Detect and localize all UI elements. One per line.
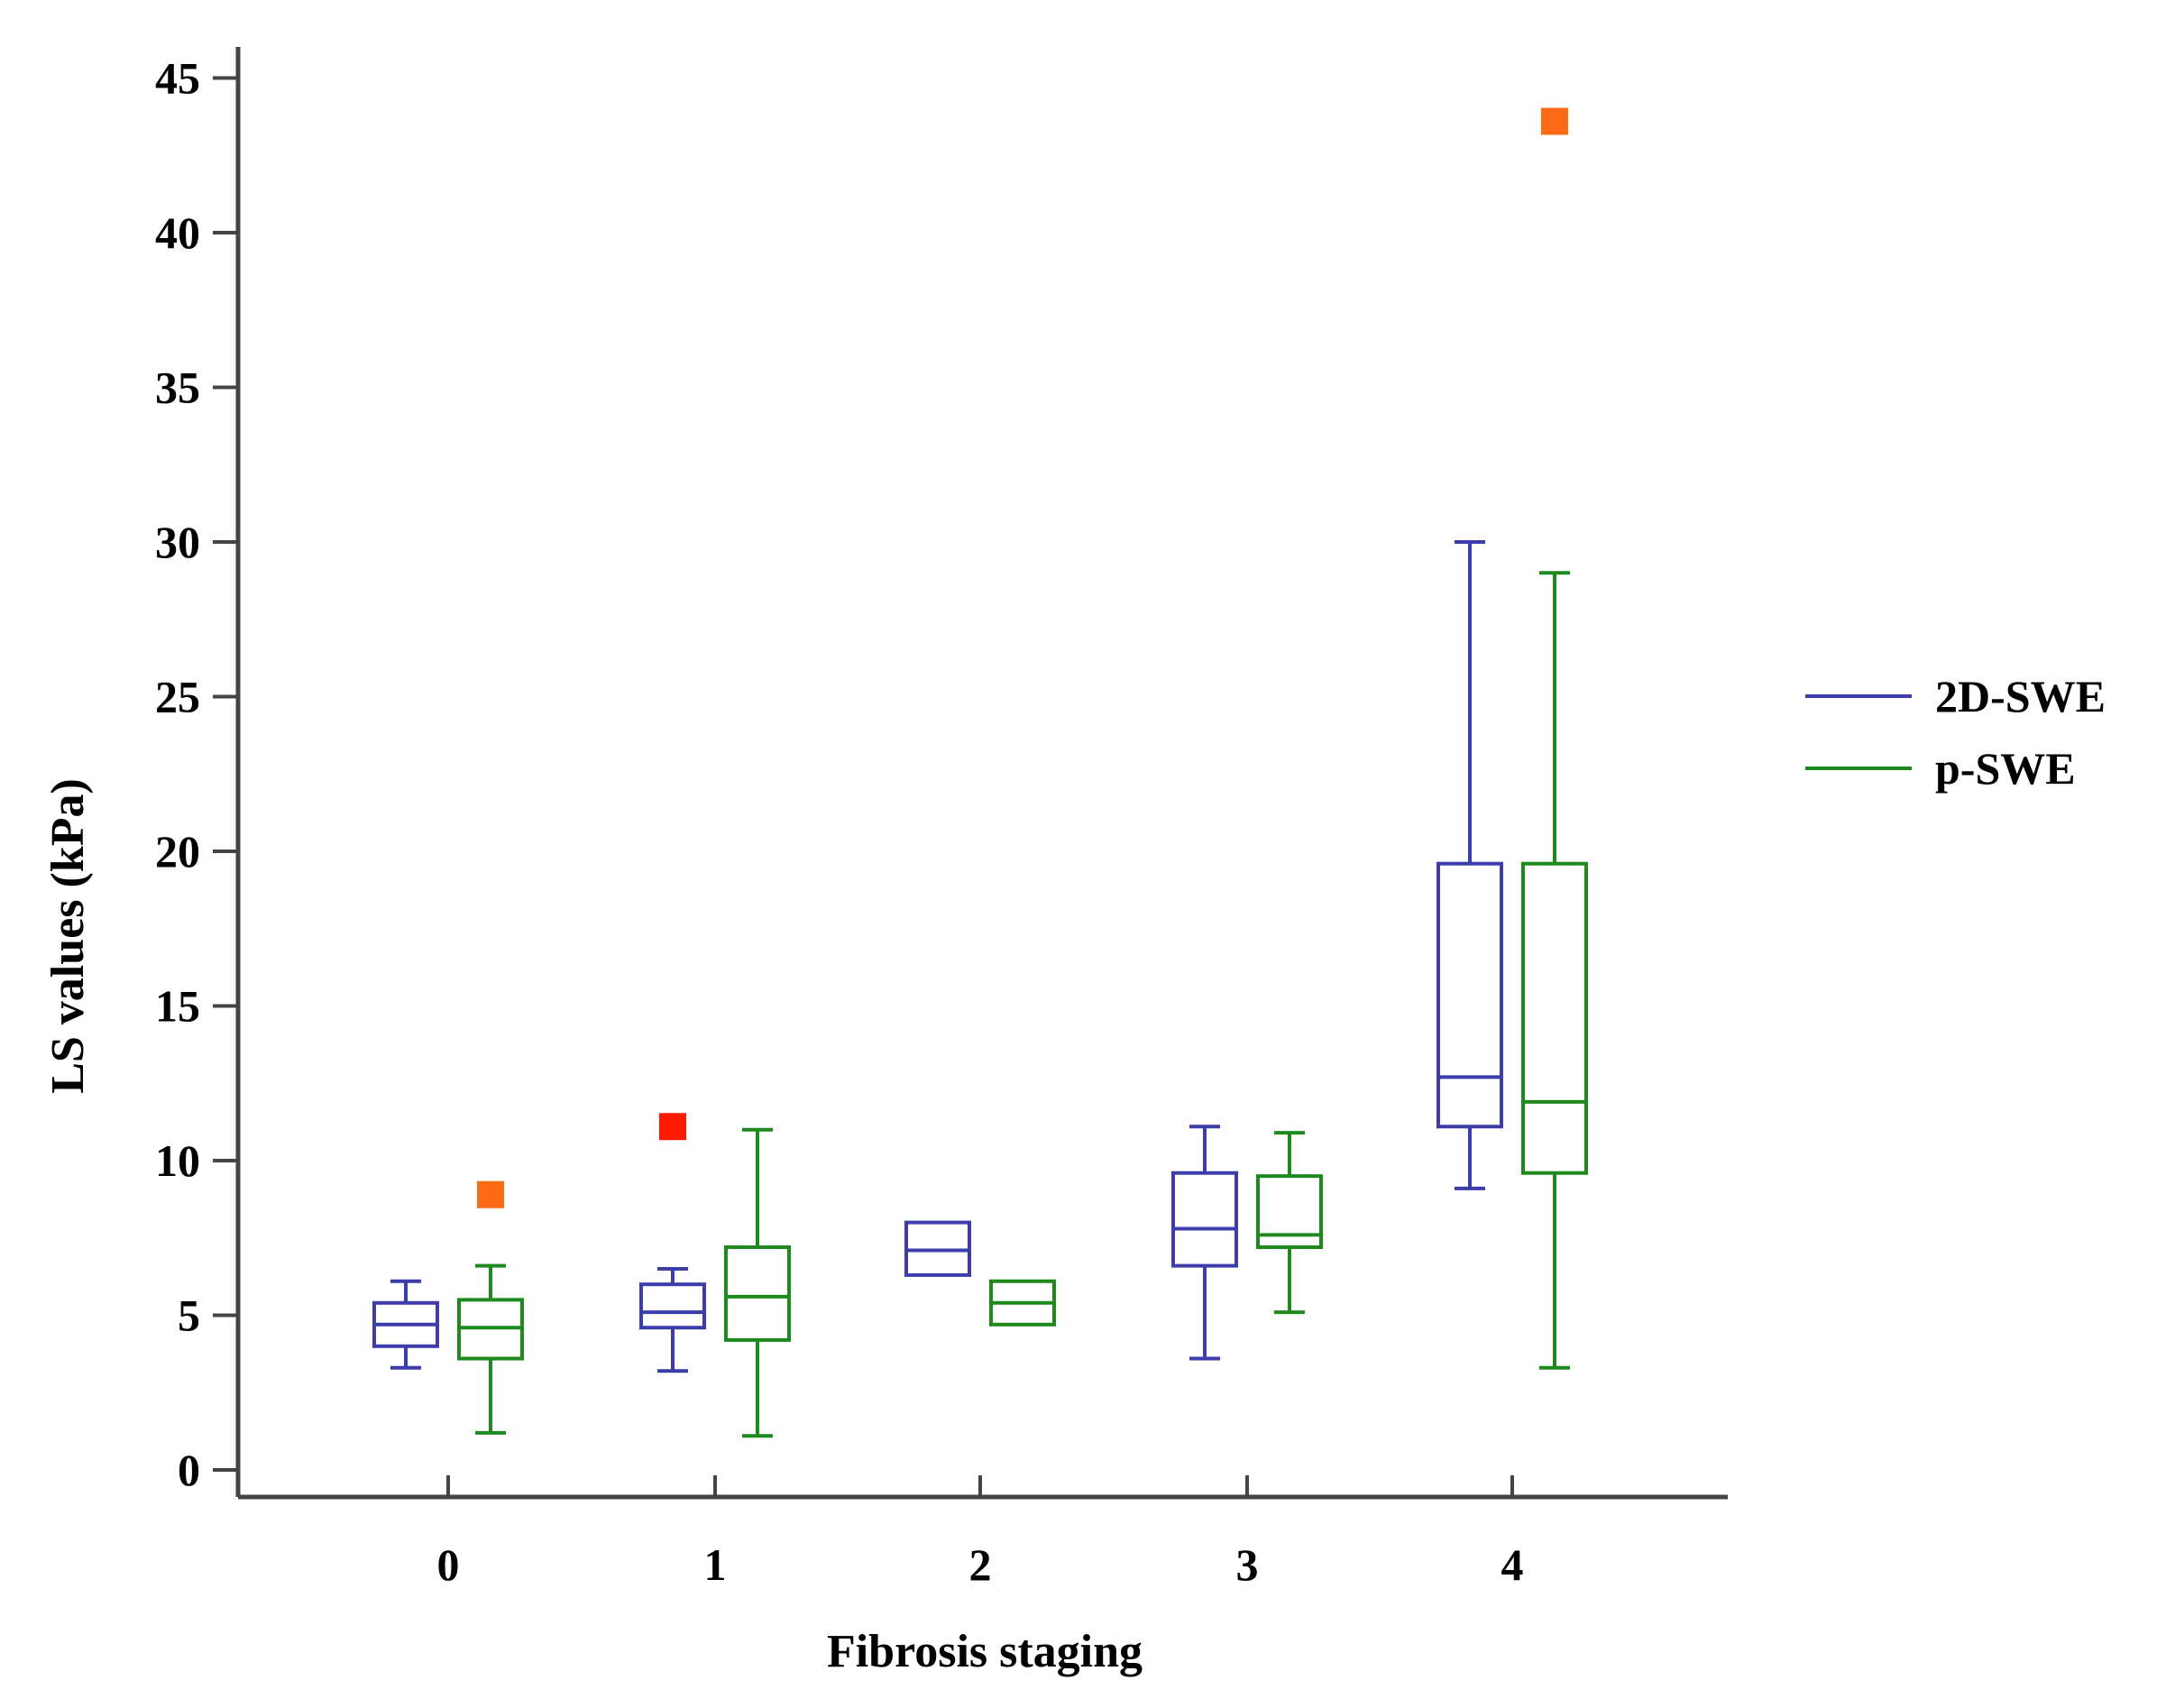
- legend-label: 2D-SWE: [1935, 671, 2106, 721]
- outlier-point: [659, 1113, 686, 1141]
- x-axis: 0 1 2 3 4: [238, 1475, 1728, 1590]
- box-2: [989, 1279, 1056, 1327]
- x-tick-label: 2: [969, 1539, 992, 1590]
- y-tick-label: 45: [155, 53, 200, 104]
- box-0: [457, 1263, 524, 1435]
- y-tick-label: 30: [155, 517, 200, 567]
- box-3: [1171, 1125, 1238, 1361]
- x-tick-label: 4: [1501, 1539, 1524, 1590]
- box-series: [372, 107, 1588, 1438]
- iqr-box: [639, 1282, 706, 1330]
- box-3: [1256, 1131, 1323, 1315]
- box-4: [1436, 540, 1503, 1190]
- box-2: [904, 1220, 971, 1277]
- box-0: [372, 1279, 439, 1370]
- y-tick-label: 40: [155, 207, 200, 258]
- legend-label: p-SWE: [1935, 743, 2076, 794]
- x-tick-label: 1: [704, 1539, 727, 1590]
- iqr-box: [1256, 1174, 1323, 1250]
- y-axis: 0 5 10 15 20 25 30 35 40 45: [155, 47, 241, 1497]
- box-1: [639, 1267, 706, 1373]
- x-axis-title: Fibrosis staging: [827, 1626, 1143, 1677]
- iqr-box: [1436, 861, 1503, 1129]
- series-p-swe: [457, 107, 1588, 1438]
- y-axis-title: LS values (kPa): [42, 778, 94, 1094]
- outlier-point: [477, 1180, 504, 1208]
- iqr-box: [1171, 1171, 1238, 1268]
- outlier-point: [1541, 107, 1568, 135]
- y-tick-label: 25: [155, 672, 200, 722]
- iqr-box: [1521, 861, 1588, 1175]
- y-tick-label: 10: [155, 1135, 200, 1186]
- iqr-box: [724, 1245, 791, 1342]
- x-tick-label: 0: [437, 1539, 460, 1590]
- y-tick-label: 0: [178, 1445, 200, 1495]
- box-4: [1521, 571, 1588, 1370]
- y-tick-label: 15: [155, 981, 200, 1032]
- legend: 2D-SWE p-SWE: [1805, 671, 2106, 794]
- series-2d-swe: [372, 540, 1503, 1373]
- y-tick-label: 5: [178, 1290, 200, 1341]
- x-tick-label: 3: [1236, 1539, 1259, 1590]
- y-tick-label: 20: [155, 826, 200, 877]
- box-1: [724, 1127, 791, 1438]
- y-tick-label: 35: [155, 363, 200, 413]
